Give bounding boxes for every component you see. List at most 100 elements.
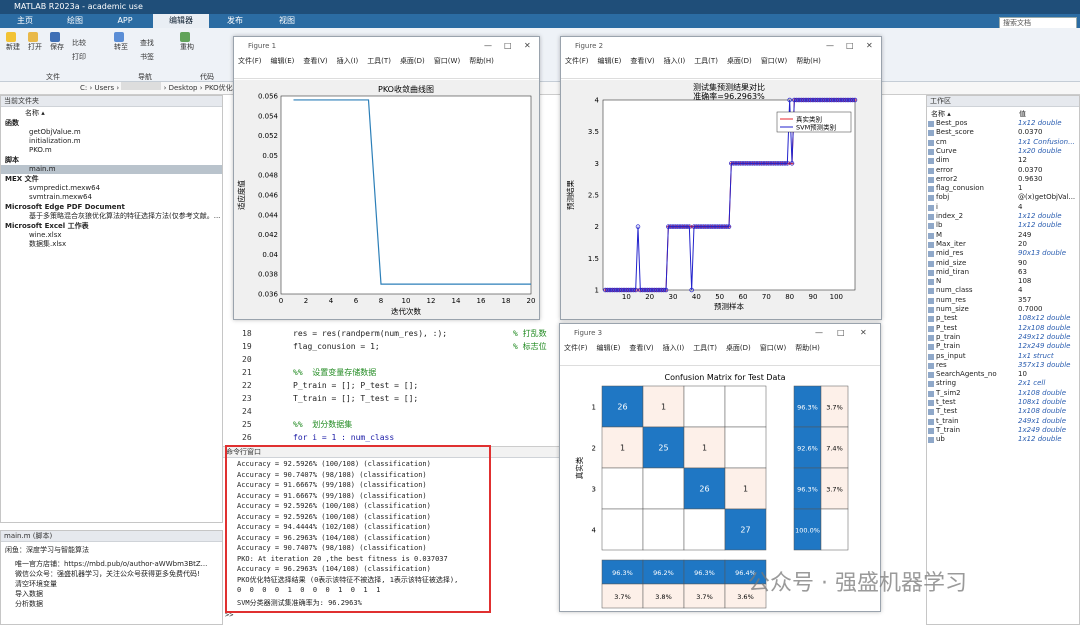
refactor-button[interactable]: 重构	[180, 32, 194, 52]
workspace-row[interactable]: P_test 12x108 double	[926, 324, 1080, 333]
goto-button[interactable]: 转至	[114, 32, 128, 52]
figure-menu-item[interactable]: 窗口(W)	[433, 57, 461, 65]
workspace-row[interactable]: SearchAgents_no 10	[926, 370, 1080, 379]
maximize-icon[interactable]: □	[837, 328, 845, 337]
path-project[interactable]: PKO优化特	[204, 84, 240, 92]
workspace-row[interactable]: index_2 1x12 double	[926, 212, 1080, 221]
command-window[interactable]: 命令行窗口 Accuracy = 92.5926% (100/108) (cla…	[223, 446, 559, 619]
workspace-col-name[interactable]: 名称 ▴	[931, 110, 951, 118]
file-item-selected[interactable]: main.m	[1, 165, 222, 174]
section-functions[interactable]: 函数	[5, 119, 19, 127]
workspace-row[interactable]: mid_size 90	[926, 259, 1080, 268]
section-pdf[interactable]: Microsoft Edge PDF Document	[5, 203, 125, 211]
open-button[interactable]: 打开	[28, 32, 42, 52]
code-line[interactable]: T_train = []; T_test = [];	[293, 394, 419, 403]
figure-menu-item[interactable]: 文件(F)	[564, 344, 588, 352]
figure-menu-item[interactable]: 插入(I)	[662, 344, 685, 352]
figure-menu-item[interactable]: 工具(T)	[694, 57, 718, 65]
tab-apps[interactable]: APP	[117, 16, 133, 25]
code-section[interactable]: %% 划分数据集	[293, 420, 353, 429]
cmd-prompt[interactable]: >>	[225, 611, 234, 619]
workspace-row[interactable]: t_test 108x1 double	[926, 398, 1080, 407]
folder-col-name[interactable]: 名称 ▴	[25, 109, 45, 117]
workspace-row[interactable]: error2 0.9630	[926, 175, 1080, 184]
workspace-row[interactable]: res 357x13 double	[926, 361, 1080, 370]
figure-menu-item[interactable]: 查看(V)	[303, 57, 328, 65]
find-button[interactable]: 查找	[140, 39, 154, 47]
figure-menu-item[interactable]: 桌面(D)	[726, 57, 752, 65]
path-user[interactable]	[121, 82, 162, 90]
figure-menu-item[interactable]: 编辑(E)	[596, 344, 621, 352]
workspace-row[interactable]: N 108	[926, 277, 1080, 286]
workspace-row[interactable]: flag_conusion 1	[926, 184, 1080, 193]
figure-menu-item[interactable]: 帮助(H)	[469, 57, 494, 65]
tab-view[interactable]: 视图	[279, 16, 295, 25]
workspace-row[interactable]: error 0.0370	[926, 166, 1080, 175]
editor-panel[interactable]: 18 res = res(randperm(num_res), :);% 打乱数 …	[228, 322, 558, 443]
tab-editor[interactable]: 编辑器	[153, 14, 209, 28]
section-scripts[interactable]: 脚本	[5, 156, 19, 164]
workspace-row[interactable]: T_test 1x108 double	[926, 407, 1080, 416]
file-item[interactable]: PKO.m	[29, 146, 52, 154]
figure-menu-item[interactable]: 桌面(D)	[725, 344, 751, 352]
figure-menu-item[interactable]: 帮助(H)	[796, 57, 821, 65]
figure-menu-item[interactable]: 插入(I)	[336, 57, 359, 65]
tab-home[interactable]: 主页	[17, 16, 33, 25]
workspace-row[interactable]: mid_tiran 63	[926, 268, 1080, 277]
print-button[interactable]: 打印	[72, 53, 86, 61]
workspace-row[interactable]: string 2x1 cell	[926, 379, 1080, 388]
workspace-col-value[interactable]: 值	[1019, 110, 1026, 118]
section-excel[interactable]: Microsoft Excel 工作表	[5, 222, 89, 230]
figure-menu-item[interactable]: 编辑(E)	[597, 57, 622, 65]
file-item[interactable]: svmtrain.mexw64	[29, 193, 92, 201]
close-icon[interactable]: ✕	[524, 41, 531, 50]
workspace-row[interactable]: num_class 4	[926, 286, 1080, 295]
close-icon[interactable]: ✕	[866, 41, 873, 50]
tab-plots[interactable]: 绘图	[67, 16, 83, 25]
code-line[interactable]: res = res(randperm(num_res), :);	[293, 329, 448, 338]
figure-menu-item[interactable]: 窗口(W)	[759, 344, 787, 352]
workspace-row[interactable]: p_train 249x12 double	[926, 333, 1080, 342]
workspace-row[interactable]: num_size 0.7000	[926, 305, 1080, 314]
figure-menu-item[interactable]: 工具(T)	[693, 344, 717, 352]
figure-menu-item[interactable]: 窗口(W)	[760, 57, 788, 65]
workspace-row[interactable]: T_sim2 1x108 double	[926, 389, 1080, 398]
figure-menu-item[interactable]: 工具(T)	[367, 57, 391, 65]
new-button[interactable]: 新建	[6, 32, 20, 52]
workspace-row[interactable]: cm 1x1 Confusion...	[926, 138, 1080, 147]
workspace-row[interactable]: ub 1x12 double	[926, 435, 1080, 444]
code-line[interactable]: for i = 1 : num_class	[293, 433, 395, 442]
tab-publish[interactable]: 发布	[227, 16, 243, 25]
file-item[interactable]: initialization.m	[29, 137, 81, 145]
maximize-icon[interactable]: □	[846, 41, 854, 50]
workspace-row[interactable]: t_train 249x1 double	[926, 417, 1080, 426]
address-bar[interactable]: C: › Users › › Desktop › PKO优化特	[0, 82, 1080, 95]
close-icon[interactable]: ✕	[860, 328, 867, 337]
workspace-row[interactable]: num_res 357	[926, 296, 1080, 305]
workspace-row[interactable]: Curve 1x20 double	[926, 147, 1080, 156]
figure-menu-item[interactable]: 插入(I)	[663, 57, 686, 65]
figure-menu-item[interactable]: 文件(F)	[565, 57, 589, 65]
save-button[interactable]: 保存	[50, 32, 64, 52]
path-drive[interactable]: C:	[80, 84, 88, 92]
section-mex[interactable]: MEX 文件	[5, 175, 39, 183]
workspace-row[interactable]: dim 12	[926, 156, 1080, 165]
file-item[interactable]: svmpredict.mexw64	[29, 184, 101, 192]
figure-menu-item[interactable]: 查看(V)	[630, 57, 655, 65]
figure-menu-item[interactable]: 查看(V)	[629, 344, 654, 352]
workspace-row[interactable]: fobj @(x)getObjVal...	[926, 193, 1080, 202]
maximize-icon[interactable]: □	[504, 41, 512, 50]
minimize-icon[interactable]: —	[815, 328, 823, 337]
figure-menu-item[interactable]: 桌面(D)	[399, 57, 425, 65]
workspace-row[interactable]: Best_score 0.0370	[926, 128, 1080, 137]
workspace-row[interactable]: M 249	[926, 231, 1080, 240]
code-line[interactable]: P_train = []; P_test = [];	[293, 381, 419, 390]
workspace-row[interactable]: Max_iter 20	[926, 240, 1080, 249]
path-desktop[interactable]: Desktop	[168, 84, 198, 92]
figure-menu-item[interactable]: 编辑(E)	[270, 57, 295, 65]
code-line[interactable]: flag_conusion = 1;	[293, 342, 380, 351]
bookmark-button[interactable]: 书签	[140, 53, 154, 61]
workspace-row[interactable]: mid_res 90x13 double	[926, 249, 1080, 258]
workspace-row[interactable]: T_train 1x249 double	[926, 426, 1080, 435]
